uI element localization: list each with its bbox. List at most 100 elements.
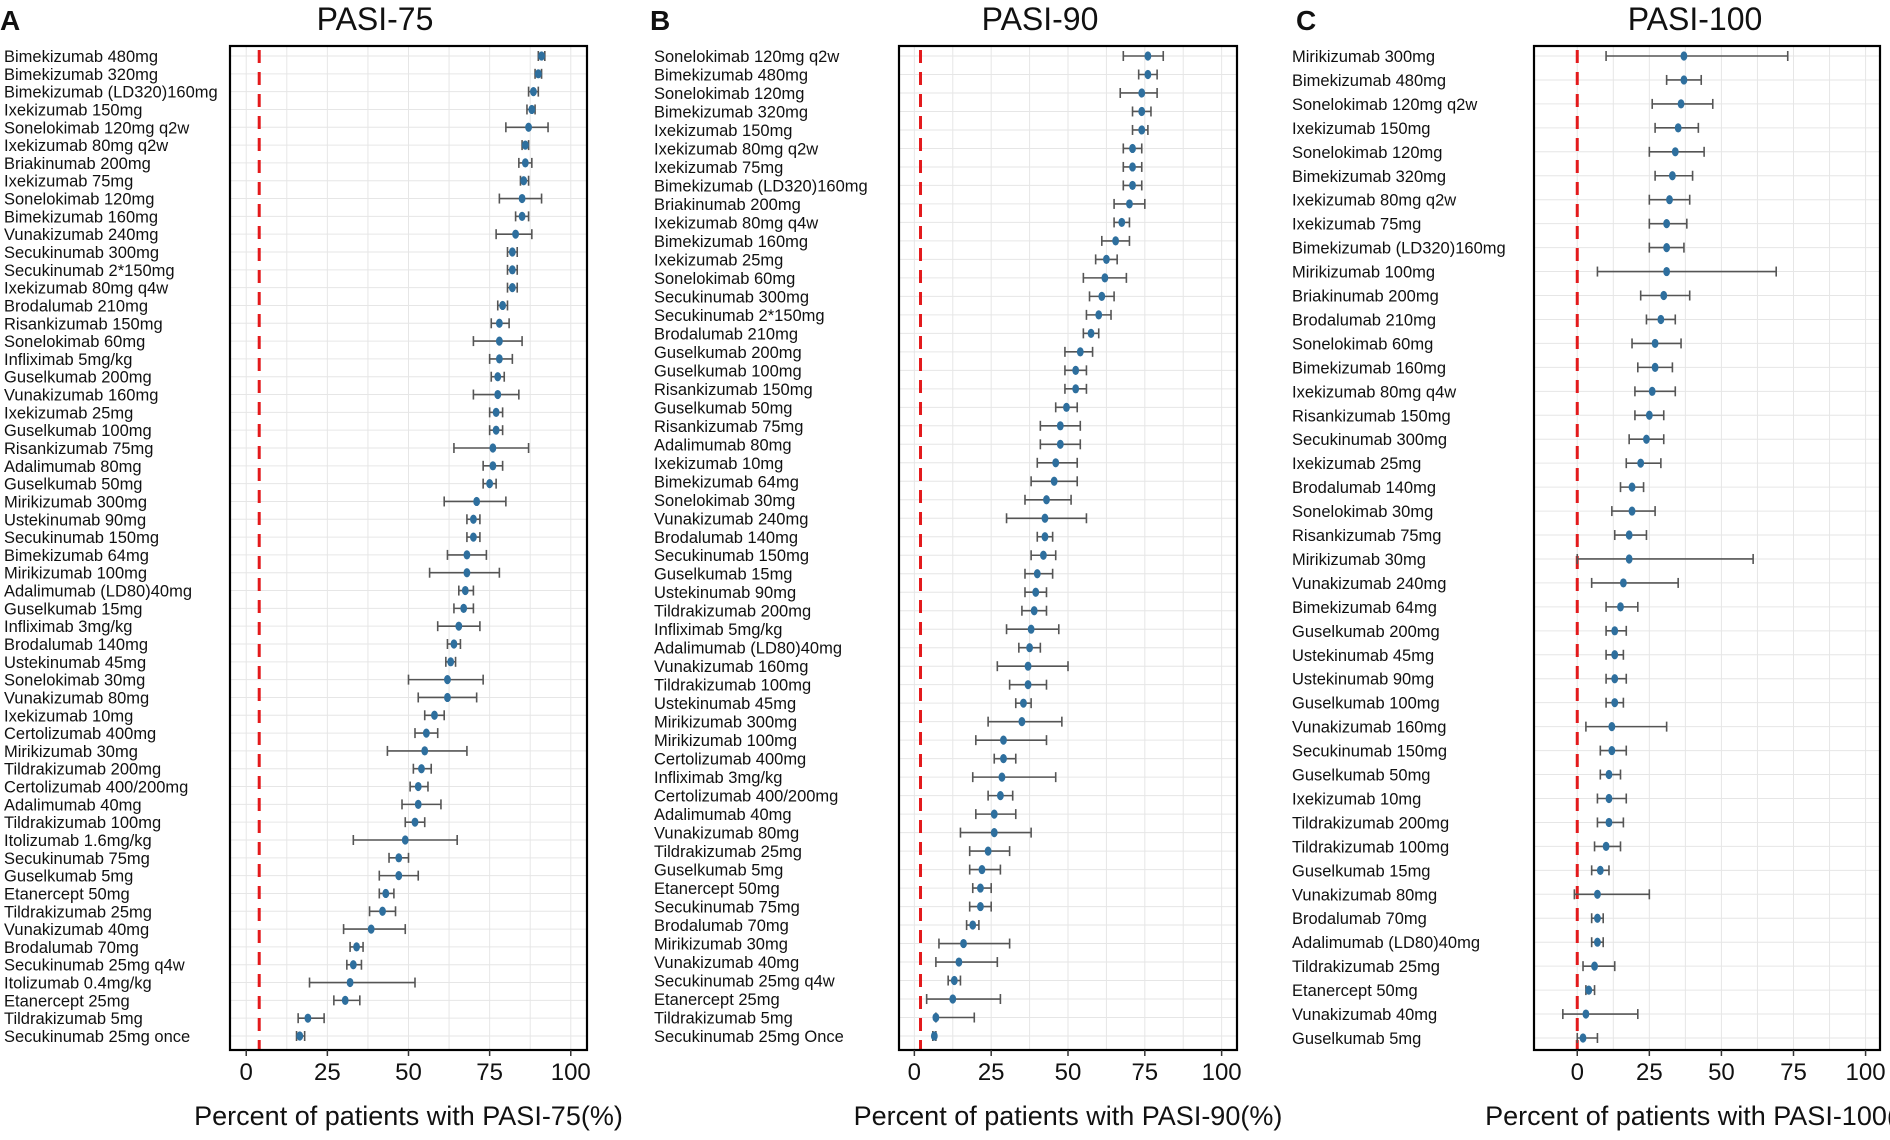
row-label: Tildrakizumab 200mg [4, 761, 161, 779]
point-estimate [1591, 961, 1598, 971]
row-label: Secukinumab 300mg [654, 288, 809, 306]
point-estimate [1072, 384, 1080, 394]
row-label: Vunakizumab 240mg [4, 226, 158, 244]
row-label: Guselkumab 15mg [4, 600, 143, 618]
point-estimate [1118, 217, 1126, 228]
point-estimate [418, 764, 425, 774]
point-estimate [1645, 410, 1653, 420]
x-tick-label: 25 [1636, 1059, 1663, 1086]
row-label: Mirikizumab 100mg [654, 732, 797, 750]
point-estimate [530, 87, 537, 97]
point-estimate [1594, 937, 1601, 947]
x-tick-label: 75 [1780, 1059, 1807, 1086]
x-tick-label: 100 [1846, 1059, 1886, 1086]
row-label: Guselkumab 5mg [654, 862, 783, 880]
x-axis-label: Percent of patients with PASI-90(%) [854, 1101, 1283, 1131]
point-estimate [1608, 722, 1616, 732]
row-label: Tildrakizumab 200mg [1292, 814, 1449, 832]
row-label: Briakinumab 200mg [4, 155, 151, 173]
row-label: Ixekizumab 150mg [4, 101, 143, 119]
row-label: Etanercept 25mg [4, 992, 130, 1010]
row-label: Ustekinumab 90mg [4, 511, 146, 529]
point-estimate [538, 51, 545, 61]
row-label: Guselkumab 15mg [654, 566, 793, 584]
row-label: Guselkumab 200mg [1292, 623, 1440, 641]
point-estimate [1611, 650, 1619, 660]
point-estimate [1605, 793, 1613, 804]
row-label: Certolizumab 400/200mg [654, 788, 838, 806]
point-estimate [495, 336, 503, 346]
point-estimate [414, 781, 422, 792]
point-estimate [1625, 530, 1633, 540]
row-label: Brodalumab 140mg [654, 529, 798, 547]
chart-title: PASI-90 [982, 1, 1099, 37]
point-estimate [1018, 717, 1026, 727]
row-label: Bimekizumab 320mg [1292, 168, 1446, 186]
point-estimate [1020, 698, 1027, 708]
row-label: Sonelokimab 120mg q2w [4, 119, 189, 137]
point-estimate [1663, 243, 1671, 253]
point-estimate [518, 193, 526, 204]
row-label: Sonelokimab 120mg q2w [654, 48, 839, 66]
point-estimate [1098, 291, 1106, 301]
point-estimate [990, 828, 998, 838]
row-label: Mirikizumab 100mg [4, 565, 147, 583]
x-tick-label: 50 [1055, 1059, 1082, 1086]
row-label: Adalimumab 40mg [4, 796, 142, 814]
point-estimate [984, 846, 992, 856]
row-label: Ixekizumab 10mg [654, 455, 783, 473]
point-estimate [489, 461, 497, 471]
point-estimate [379, 906, 386, 916]
point-estimate [978, 864, 986, 875]
row-label: Vunakizumab 40mg [1292, 1006, 1437, 1024]
point-estimate [341, 995, 349, 1005]
row-label: Secukinumab 2*150mg [654, 307, 825, 325]
row-label: Tildrakizumab 5mg [654, 1010, 793, 1028]
row-label: Ixekizumab 80mg q2w [4, 137, 168, 155]
x-tick-label: 75 [476, 1059, 503, 1086]
row-label: Bimekizumab 160mg [1292, 359, 1446, 377]
point-estimate [1596, 865, 1604, 875]
chart-title: PASI-75 [317, 1, 434, 37]
row-label: Bimekizumab 320mg [4, 66, 158, 84]
row-label: Ixekizumab 150mg [654, 122, 793, 140]
point-estimate [1660, 290, 1668, 301]
point-estimate [349, 960, 357, 970]
panel-letter: C [1296, 5, 1316, 36]
row-label: Secukinumab 75mg [654, 899, 800, 917]
point-estimate [463, 550, 471, 560]
panel-letter: A [0, 5, 20, 36]
row-label: Certolizumab 400/200mg [4, 779, 188, 797]
point-estimate [969, 920, 977, 930]
row-label: Infliximab 5mg/kg [654, 621, 782, 639]
point-estimate [534, 69, 542, 79]
point-estimate [1000, 754, 1007, 764]
x-tick-label: 0 [240, 1059, 253, 1086]
point-estimate [1138, 106, 1146, 117]
point-estimate [1144, 69, 1152, 80]
point-estimate [960, 938, 967, 949]
point-estimate [494, 372, 502, 382]
row-label: Tildrakizumab 25mg [654, 843, 802, 861]
x-tick-label: 25 [314, 1059, 341, 1086]
row-label: Sonelokimab 120mg q2w [1292, 96, 1477, 114]
row-label: Guselkumab 50mg [4, 476, 143, 494]
row-label: Sonelokimab 120mg [4, 191, 154, 209]
row-label: Ixekizumab 25mg [1292, 455, 1421, 473]
row-label: Bimekizumab (LD320)160mg [4, 84, 218, 102]
row-label: Ixekizumab 75mg [654, 159, 783, 177]
row-label: Bimekizumab 64mg [654, 473, 799, 491]
row-label: Briakinumab 200mg [1292, 288, 1439, 306]
row-label: Guselkumab 5mg [1292, 1030, 1421, 1048]
row-label: Risankizumab 75mg [654, 418, 803, 436]
row-label: Guselkumab 50mg [1292, 767, 1431, 785]
point-estimate [977, 883, 984, 893]
row-label: Risankizumab 75mg [4, 440, 153, 458]
row-label: Adalimumab 40mg [654, 806, 792, 824]
row-label: Ixekizumab 80mg q4w [1292, 383, 1456, 401]
point-estimate [1126, 199, 1133, 209]
point-estimate [1138, 88, 1146, 98]
row-label: Tildrakizumab 5mg [4, 1010, 143, 1028]
row-label: Certolizumab 400mg [4, 725, 156, 743]
